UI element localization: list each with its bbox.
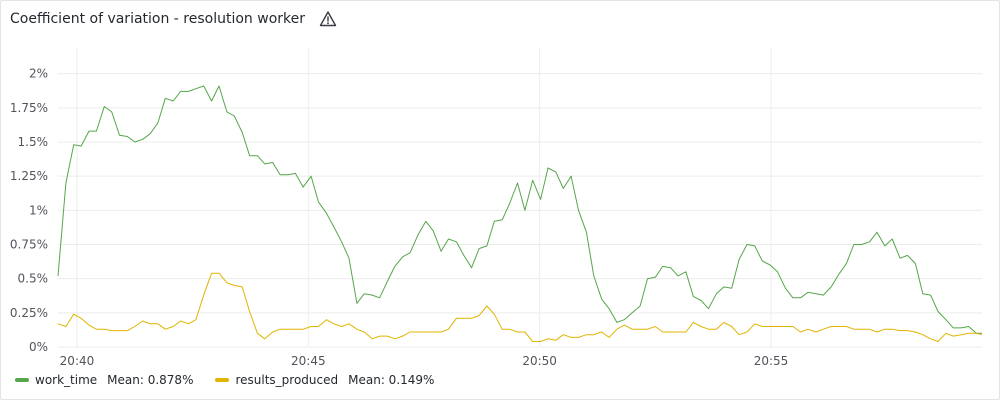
legend-swatch-results-produced	[215, 378, 230, 382]
legend-item-results-produced[interactable]: results_produced Mean: 0.149%	[215, 373, 434, 387]
x-tick-label: 20:45	[291, 354, 326, 368]
y-tick-label: 0.75%	[10, 238, 48, 252]
y-tick-label: 0.5%	[18, 272, 49, 286]
chart-legend: work_time Mean: 0.878% results_produced …	[15, 373, 434, 387]
y-tick-label: 2%	[29, 67, 48, 81]
y-tick-label: 1.5%	[18, 135, 49, 149]
panel-title[interactable]: Coefficient of variation - resolution wo…	[10, 11, 306, 27]
warning-triangle-icon[interactable]	[319, 10, 337, 28]
series-line-results-produced	[57, 272, 983, 342]
legend-item-work-time[interactable]: work_time Mean: 0.878%	[15, 373, 193, 387]
legend-swatch-work-time	[15, 378, 29, 382]
y-tick-label: 0.25%	[10, 306, 48, 320]
x-tick-label: 20:55	[754, 354, 789, 368]
time-series-chart[interactable]: 0% 0.25% 0.5% 0.75% 1% 1.25% 1.5% 1.75% 2% 20:40 2…	[1, 1, 999, 371]
x-tick-label: 20:50	[522, 354, 557, 368]
legend-mean-value: Mean: 0.149%	[348, 373, 435, 387]
y-tick-label: 1.25%	[10, 169, 48, 183]
y-tick-label: 1%	[29, 203, 48, 217]
y-tick-label: 0%	[29, 340, 48, 354]
legend-series-name: work_time	[35, 373, 98, 387]
legend-series-name: results_produced	[235, 373, 339, 387]
x-tick-label: 20:40	[60, 354, 95, 368]
series-line-work-time	[57, 85, 982, 334]
panel-header: Coefficient of variation - resolution wo…	[10, 7, 337, 31]
y-tick-label: 1.75%	[10, 101, 48, 115]
legend-mean-value: Mean: 0.878%	[107, 373, 194, 387]
